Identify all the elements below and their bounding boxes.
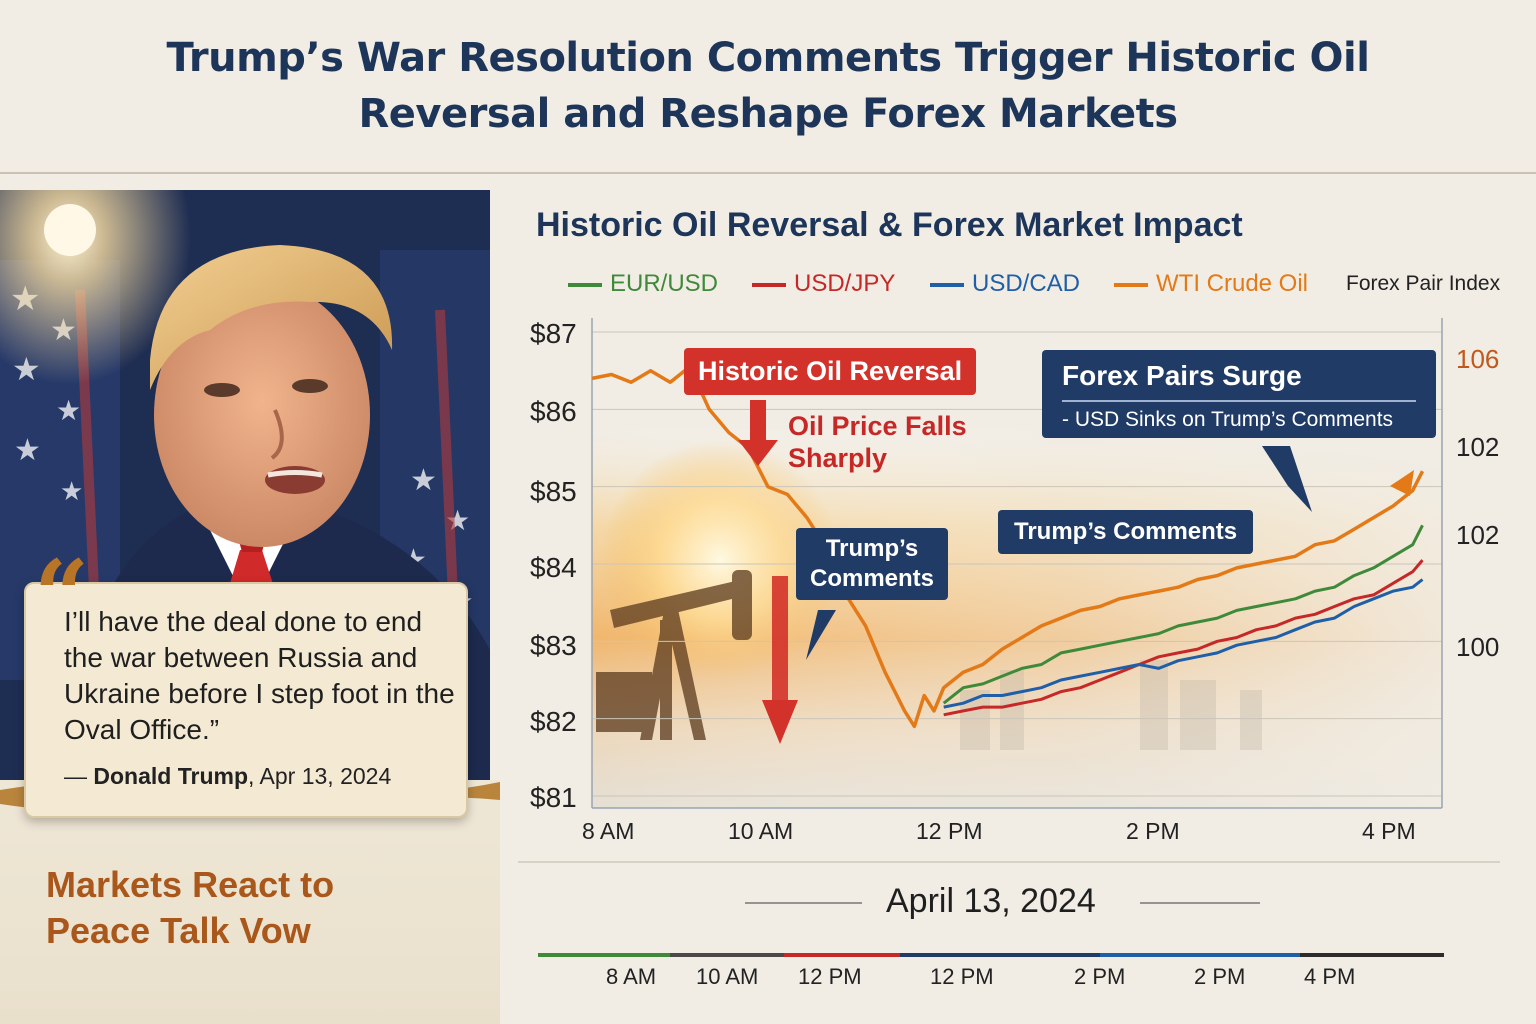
forex-surge-divider bbox=[1062, 400, 1416, 402]
timeline-tick-2: 10 AM bbox=[696, 964, 759, 989]
quote-attribution: — Donald Trump, Apr 13, 2024 bbox=[64, 763, 392, 789]
oil-falls-line-1: Oil Price Falls bbox=[788, 411, 967, 441]
callout-historic-oil-reversal: Historic Oil Reversal bbox=[684, 348, 977, 395]
side-caption-line-2: Peace Talk Vow bbox=[46, 910, 311, 951]
left-lower-panel bbox=[0, 780, 500, 1024]
oil-falls-line-2: Sharply bbox=[788, 443, 888, 473]
callout-trumps-comments: Trump’s Comments bbox=[998, 510, 1254, 554]
legend-wti: WTI Crude Oil bbox=[1114, 270, 1308, 298]
legend-usdjpy: USD/JPY bbox=[752, 270, 895, 298]
y-right-tick-100: 100 bbox=[1456, 632, 1500, 662]
chart-title: Historic Oil Reversal & Forex Market Imp… bbox=[536, 206, 1243, 244]
date-label: April 13, 2024 bbox=[886, 882, 1096, 920]
quote-author: Donald Trump bbox=[93, 763, 249, 789]
x-tick-8am: 8 AM bbox=[582, 818, 635, 844]
comments-box-line-1: Trump’s bbox=[825, 535, 919, 562]
callout-trumps-comments-box: Trump’s Comments bbox=[796, 528, 949, 600]
timeline-tick-6: 2 PM bbox=[1194, 964, 1246, 989]
comments-box-line-2: Comments bbox=[810, 565, 935, 592]
legend-label-usdcad: USD/CAD bbox=[972, 270, 1081, 297]
timeline-tick-4: 12 PM bbox=[930, 964, 994, 989]
x-tick-10am: 10 AM bbox=[728, 818, 794, 844]
callout-forex-pairs-surge: Forex Pairs Surge - USD Sinks on Trump’s… bbox=[1042, 350, 1436, 438]
headline-line-2: Reversal and Reshape Forex Markets bbox=[358, 91, 1178, 137]
headline-line-1: Trump’s War Resolution Comments Trigger … bbox=[166, 35, 1370, 81]
x-tick-4pm: 4 PM bbox=[1362, 818, 1416, 844]
y-tick-81: $81 bbox=[530, 782, 577, 813]
quote-text: I’ll have the deal done to end the war b… bbox=[64, 606, 455, 745]
y-right-tick-102a: 102 bbox=[1456, 432, 1500, 462]
timeline-tick-7: 4 PM bbox=[1304, 964, 1356, 989]
quote-card bbox=[24, 582, 468, 818]
quote-date: , Apr 13, 2024 bbox=[248, 763, 392, 789]
y-tick-84: $84 bbox=[530, 552, 577, 583]
y-tick-87: $87 bbox=[530, 318, 577, 349]
timeline-tick-3: 12 PM bbox=[798, 964, 862, 989]
side-caption: Markets React to Peace Talk Vow bbox=[46, 862, 446, 954]
legend-usdcad: USD/CAD bbox=[930, 270, 1080, 298]
side-caption-line-1: Markets React to bbox=[46, 864, 335, 905]
legend-swatch-usdjpy bbox=[752, 282, 786, 287]
forex-surge-subtitle: - USD Sinks on Trump’s Comments bbox=[1062, 408, 1394, 431]
y-tick-82: $82 bbox=[530, 706, 577, 737]
x-tick-2pm: 2 PM bbox=[1126, 818, 1180, 844]
headline: Trump’s War Resolution Comments Trigger … bbox=[0, 30, 1536, 142]
legend-swatch-eurusd bbox=[568, 282, 602, 287]
y-right-tick-102b: 102 bbox=[1456, 520, 1500, 550]
timeline-tick-5: 2 PM bbox=[1074, 964, 1126, 989]
y-tick-86: $86 bbox=[530, 396, 577, 427]
legend-label-wti: WTI Crude Oil bbox=[1156, 270, 1309, 297]
legend-eurusd: EUR/USD bbox=[568, 270, 718, 298]
y-tick-83: $83 bbox=[530, 630, 577, 661]
legend-swatch-wti bbox=[1114, 282, 1148, 287]
right-axis-label: Forex Pair Index bbox=[1346, 272, 1501, 295]
legend-label-eurusd: EUR/USD bbox=[610, 270, 719, 297]
callout-oil-price-falls: Oil Price Falls Sharply bbox=[788, 410, 967, 474]
header-divider bbox=[0, 172, 1536, 174]
legend-swatch-usdcad bbox=[930, 282, 964, 287]
forex-surge-title: Forex Pairs Surge bbox=[1062, 360, 1302, 391]
legend-label-usdjpy: USD/JPY bbox=[794, 270, 896, 297]
y-tick-85: $85 bbox=[530, 476, 577, 507]
timeline-tick-1: 8 AM bbox=[606, 964, 657, 989]
quote-mark-icon: “ bbox=[34, 539, 90, 652]
x-tick-12pm: 12 PM bbox=[916, 818, 983, 844]
y-right-tick-106: 106 bbox=[1456, 344, 1500, 374]
